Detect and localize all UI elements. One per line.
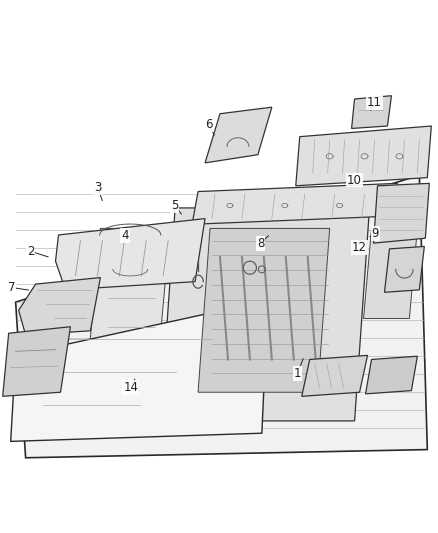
Text: 9: 9 <box>371 227 379 240</box>
Polygon shape <box>352 96 392 128</box>
Polygon shape <box>302 356 367 397</box>
Text: 14: 14 <box>124 382 138 394</box>
Polygon shape <box>160 208 370 421</box>
Text: 2: 2 <box>27 245 34 258</box>
Polygon shape <box>385 246 424 292</box>
Polygon shape <box>366 356 417 394</box>
Text: 7: 7 <box>8 281 15 294</box>
Polygon shape <box>16 175 427 458</box>
Polygon shape <box>88 229 170 359</box>
Text: 4: 4 <box>121 229 129 243</box>
Text: 10: 10 <box>347 174 362 187</box>
Polygon shape <box>56 219 205 290</box>
Polygon shape <box>11 301 268 441</box>
Polygon shape <box>364 229 417 319</box>
Text: 12: 12 <box>352 241 367 254</box>
Text: 3: 3 <box>94 181 101 195</box>
Polygon shape <box>3 327 71 397</box>
Polygon shape <box>205 107 272 163</box>
Text: 11: 11 <box>367 96 382 109</box>
Text: 6: 6 <box>205 118 213 131</box>
Text: 5: 5 <box>171 199 178 212</box>
Polygon shape <box>19 278 100 335</box>
Text: 8: 8 <box>257 237 264 250</box>
Polygon shape <box>296 126 431 186</box>
Text: 1: 1 <box>294 367 301 380</box>
Polygon shape <box>192 183 397 224</box>
Polygon shape <box>198 229 330 392</box>
Polygon shape <box>374 183 429 243</box>
